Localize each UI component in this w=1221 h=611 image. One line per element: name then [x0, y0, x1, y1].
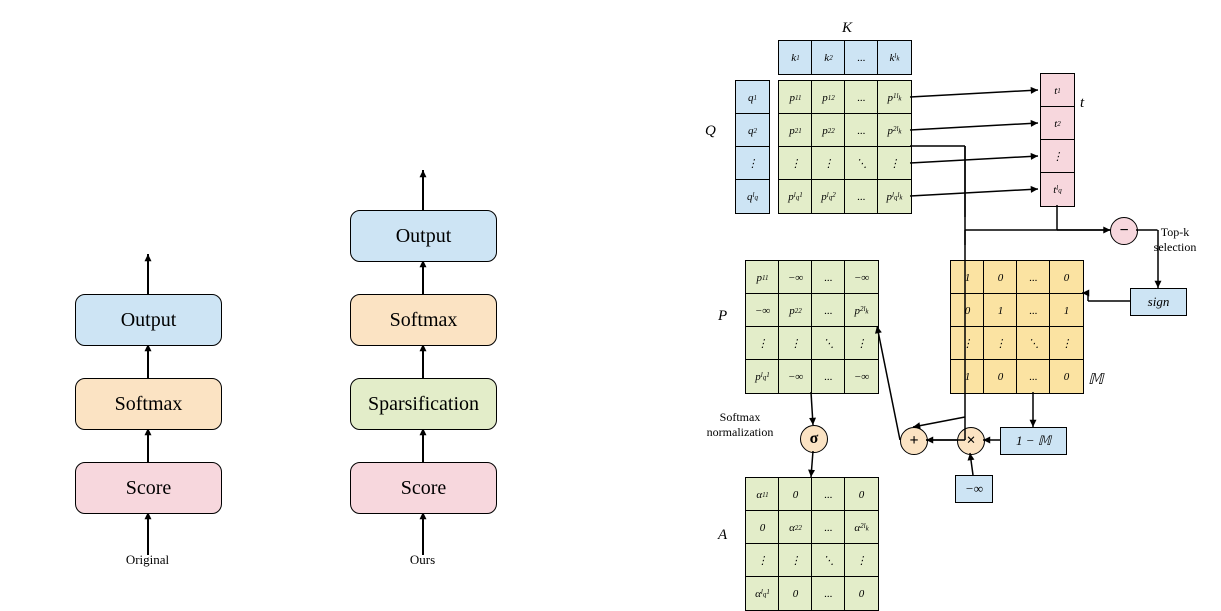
- p-upper-cell: p22: [811, 113, 846, 148]
- label-A: A: [718, 527, 727, 544]
- p-upper-cell: ...: [844, 80, 879, 115]
- m-grid-cell: ...: [1016, 293, 1051, 328]
- p-grid-cell: p11: [745, 260, 780, 295]
- p-upper-cell: plq1: [778, 179, 813, 214]
- q-col-cell: q1: [735, 80, 770, 115]
- p-upper-cell: plq2: [811, 179, 846, 214]
- p-upper-cell: p21: [778, 113, 813, 148]
- a-grid-cell: 0: [844, 477, 879, 512]
- p-upper-cell: ⋱: [844, 146, 879, 181]
- flow-box-output: Output: [75, 294, 222, 346]
- flow-box-score: Score: [75, 462, 222, 514]
- p-grid-cell: ...: [811, 260, 846, 295]
- flow-box-sparsification: Sparsification: [350, 378, 497, 430]
- m-grid-cell: 0: [983, 359, 1018, 394]
- a-grid-cell: ...: [811, 576, 846, 611]
- a-grid-cell: 0: [844, 576, 879, 611]
- flow-box-softmax: Softmax: [75, 378, 222, 430]
- p-grid-cell: −∞: [778, 260, 813, 295]
- connector-arrow: [1070, 281, 1100, 305]
- a-grid-cell: ⋮: [745, 543, 780, 578]
- a-grid-cell: ⋱: [811, 543, 846, 578]
- p-upper-cell: ⋮: [811, 146, 846, 181]
- connector-arrow: [953, 134, 977, 229]
- p-upper-cell: ...: [844, 179, 879, 214]
- a-grid-cell: α22: [778, 510, 813, 545]
- a-grid-cell: 0: [745, 510, 780, 545]
- m-grid-cell: ...: [1016, 260, 1051, 295]
- p-grid-cell: p22: [778, 293, 813, 328]
- p-grid-cell: −∞: [745, 293, 780, 328]
- m-grid-cell: 0: [1049, 359, 1084, 394]
- label-t: t: [1080, 95, 1084, 112]
- connector-arrow: [799, 439, 825, 489]
- a-grid-cell: ⋮: [844, 543, 879, 578]
- a-grid-cell: ...: [811, 510, 846, 545]
- p-grid-cell: ⋮: [778, 326, 813, 361]
- p-grid-cell: ⋱: [811, 326, 846, 361]
- k-row-cell: ...: [844, 40, 879, 75]
- a-grid-cell: 0: [778, 576, 813, 611]
- k-row-cell: k1: [778, 40, 813, 75]
- connector-arrow: [1146, 218, 1170, 300]
- connector-arrow: [898, 78, 1050, 109]
- p-grid-cell: ...: [811, 293, 846, 328]
- p-grid-cell: plq1: [745, 359, 780, 394]
- p-grid-cell: −∞: [844, 260, 879, 295]
- m-grid-cell: ⋮: [1049, 326, 1084, 361]
- label-M: 𝕄: [1088, 370, 1103, 389]
- m-grid-cell: ⋮: [983, 326, 1018, 361]
- p-grid-cell: ⋮: [745, 326, 780, 361]
- m-grid-cell: 0: [983, 260, 1018, 295]
- label-K: K: [842, 20, 852, 37]
- flow-box-score: Score: [350, 462, 497, 514]
- q-col-cell: qlq: [735, 179, 770, 214]
- q-col-cell: ⋮: [735, 146, 770, 181]
- p-upper-cell: p12: [811, 80, 846, 115]
- k-row-cell: klk: [877, 40, 912, 75]
- flow-caption: Original: [108, 552, 188, 568]
- connector-arrow: [1021, 380, 1045, 439]
- a-grid-cell: α11: [745, 477, 780, 512]
- m-grid-cell: ⋱: [1016, 326, 1051, 361]
- a-grid-cell: ⋮: [778, 543, 813, 578]
- k-row-cell: k2: [811, 40, 846, 75]
- flow-box-output: Output: [350, 210, 497, 262]
- a-grid-cell: αlq1: [745, 576, 780, 611]
- a-grid-cell: α2lk: [844, 510, 879, 545]
- flow-box-softmax: Softmax: [350, 294, 497, 346]
- connector-arrow: [901, 405, 977, 439]
- q-col-cell: q2: [735, 113, 770, 148]
- m-grid-cell: 1: [983, 293, 1018, 328]
- label-P: P: [718, 308, 727, 325]
- p-upper-cell: ...: [844, 113, 879, 148]
- connector-arrow: [799, 380, 825, 437]
- annot-softmax: Softmax normalization: [695, 410, 785, 440]
- p-upper-cell: ⋮: [778, 146, 813, 181]
- connector-arrow: [953, 218, 1122, 242]
- label-Q: Q: [705, 123, 716, 140]
- flow-caption: Ours: [383, 552, 463, 568]
- p-upper-cell: p11: [778, 80, 813, 115]
